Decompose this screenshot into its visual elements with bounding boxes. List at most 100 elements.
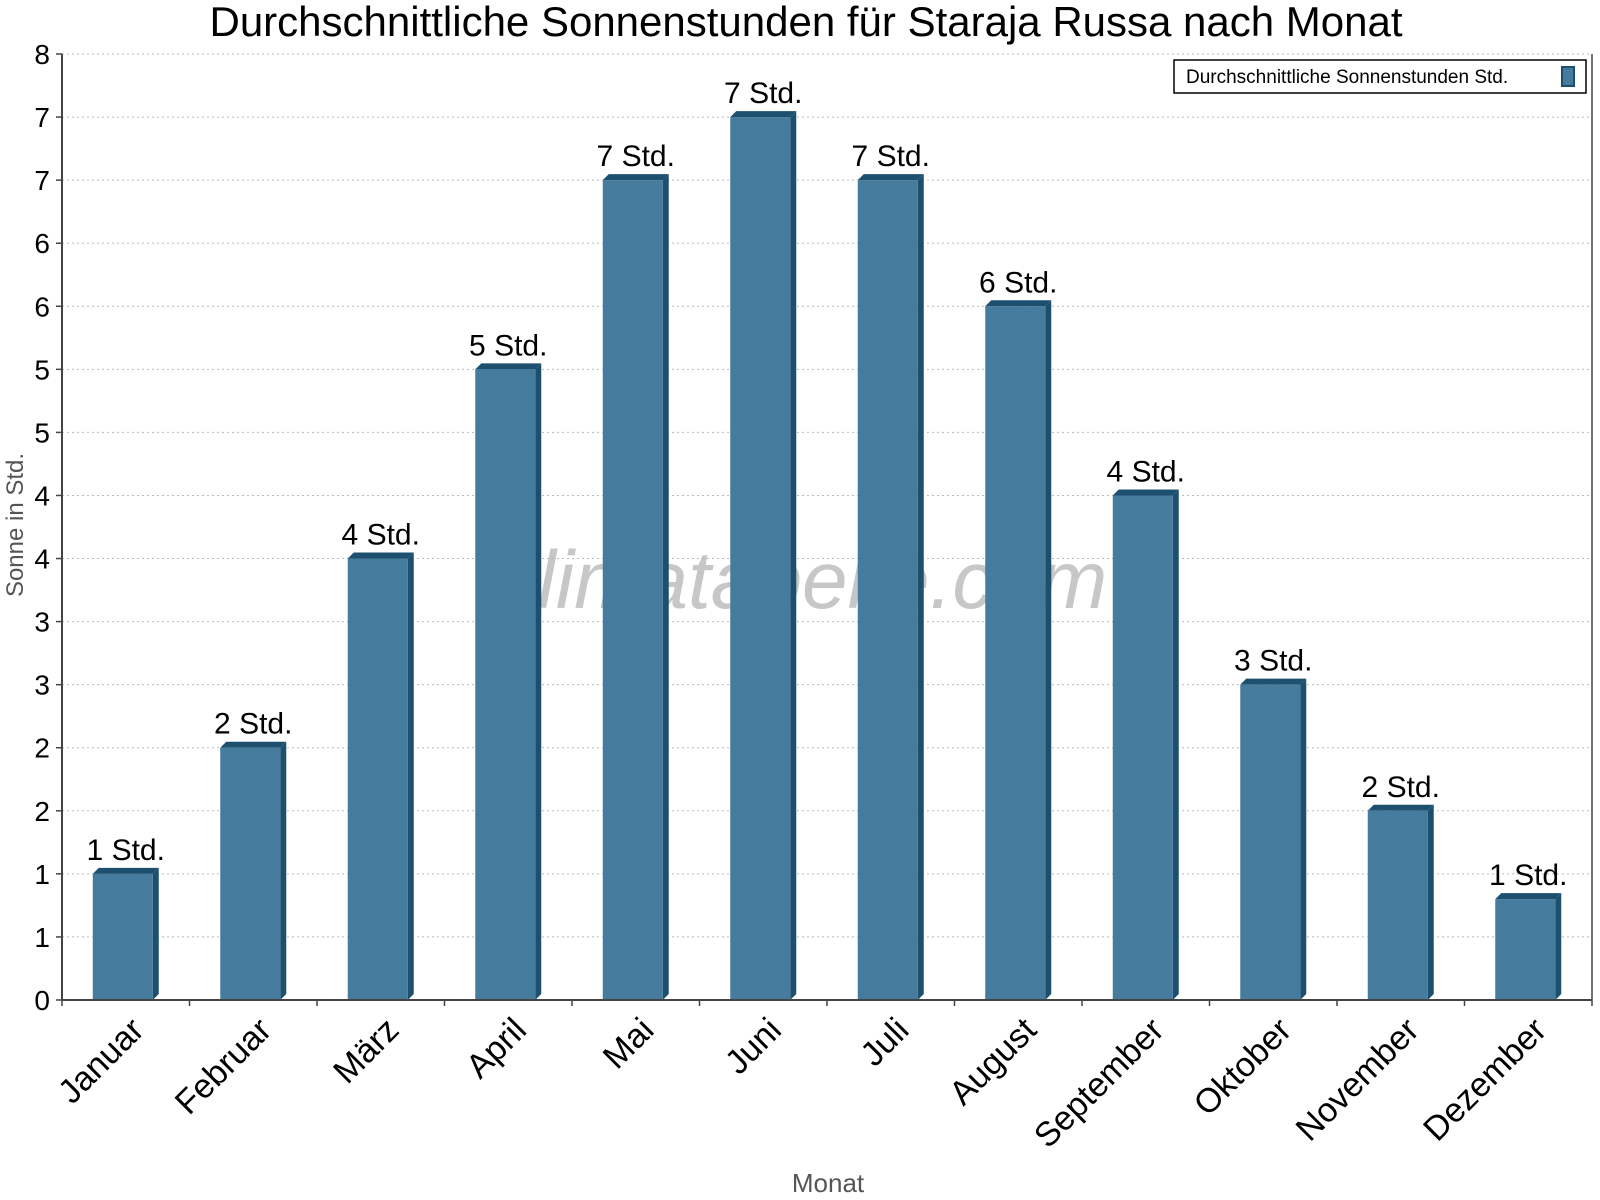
bar-top xyxy=(1367,804,1434,811)
data-label: 7 Std. xyxy=(724,77,802,110)
x-tick-label: März xyxy=(326,1011,406,1091)
x-tick-label: August xyxy=(942,1010,1044,1112)
data-label: 7 Std. xyxy=(852,140,930,173)
y-tick-label: 5 xyxy=(34,417,50,448)
bar-top xyxy=(1112,489,1179,496)
bar-side xyxy=(1427,804,1434,1000)
legend-swatch xyxy=(1561,66,1575,87)
bar[interactable] xyxy=(730,111,797,1001)
x-tick-label: Februar xyxy=(168,1011,279,1122)
legend-box xyxy=(1173,59,1587,94)
bar[interactable] xyxy=(1367,804,1434,1000)
data-label: 4 Std. xyxy=(342,519,420,552)
bar-top xyxy=(1495,893,1562,900)
bar-top xyxy=(985,300,1052,307)
bar-top xyxy=(347,552,414,559)
x-tick-label: Mai xyxy=(596,1011,662,1077)
x-tick-label: Juni xyxy=(718,1011,789,1082)
bar-top xyxy=(602,174,669,181)
bar-side xyxy=(790,111,797,1001)
data-label: 2 Std. xyxy=(214,708,292,741)
y-tick-label: 6 xyxy=(34,228,50,259)
data-label: 3 Std. xyxy=(1234,645,1312,678)
x-tick-label: April xyxy=(459,1011,534,1086)
bar-front xyxy=(985,306,1046,1000)
bar-front xyxy=(92,873,153,1000)
bar[interactable] xyxy=(92,867,159,1000)
x-tick-label: Januar xyxy=(51,1011,151,1111)
y-tick-label: 7 xyxy=(34,165,50,196)
bar-side xyxy=(1172,489,1179,1000)
bar-front xyxy=(220,747,281,1000)
bar[interactable] xyxy=(1495,893,1562,1000)
y-tick-label: 8 xyxy=(34,39,50,70)
data-label: 4 Std. xyxy=(1107,455,1185,488)
bar-front xyxy=(475,369,536,1000)
chart-title: Durchschnittliche Sonnenstunden für Star… xyxy=(209,0,1402,45)
bar-side xyxy=(1555,893,1562,1000)
y-tick-label: 3 xyxy=(34,607,50,638)
bar[interactable] xyxy=(602,174,669,1001)
y-axis-label: Sonne in Std. xyxy=(2,453,29,597)
data-labels: 1 Std. 2 Std. 4 Std. 5 Std. 7 Std. 7 Std. 7 St… xyxy=(87,77,1568,892)
bar[interactable] xyxy=(1112,489,1179,1000)
y-tick-label: 1 xyxy=(34,859,50,890)
bar-side xyxy=(407,552,414,1000)
x-tick-label: Dezember xyxy=(1416,1011,1554,1149)
y-tick-label: 0 xyxy=(34,985,50,1016)
bar-front xyxy=(1112,495,1173,1000)
x-axis-label: Monat xyxy=(792,1168,865,1198)
data-label: 2 Std. xyxy=(1362,771,1440,804)
bar[interactable] xyxy=(985,300,1052,1000)
bar[interactable] xyxy=(220,741,287,1000)
data-label: 5 Std. xyxy=(469,329,547,362)
y-tick-label: 4 xyxy=(34,544,50,575)
bar-top xyxy=(1240,678,1307,685)
data-label: 1 Std. xyxy=(1489,859,1567,892)
x-tick-label: September xyxy=(1027,1011,1171,1155)
bar-top xyxy=(92,867,159,874)
bar-front xyxy=(602,180,663,1001)
y-tick-label: 2 xyxy=(34,796,50,827)
bars xyxy=(92,111,1562,1001)
x-tick-label: Oktober xyxy=(1187,1011,1299,1123)
y-tick-label: 6 xyxy=(34,291,50,322)
data-label: 6 Std. xyxy=(979,266,1057,299)
bar-side xyxy=(662,174,669,1001)
bar[interactable] xyxy=(347,552,414,1000)
data-label: 1 Std. xyxy=(87,834,165,867)
y-tick-label: 7 xyxy=(34,102,50,133)
x-tick-label: November xyxy=(1289,1011,1427,1149)
bar-side xyxy=(917,174,924,1001)
y-tick-label: 1 xyxy=(34,922,50,953)
y-tick-label: 3 xyxy=(34,670,50,701)
bar-top xyxy=(220,741,287,748)
x-tick-label: Juli xyxy=(853,1011,916,1074)
y-tick-label: 5 xyxy=(34,354,50,385)
bar-front xyxy=(1367,810,1428,1000)
bar-side xyxy=(1045,300,1052,1000)
legend-label: Durchschnittliche Sonnenstunden Std. xyxy=(1186,67,1508,88)
bar[interactable] xyxy=(1240,678,1307,1000)
bar-front xyxy=(1495,899,1556,1000)
bar-top xyxy=(730,111,797,118)
grid-lines xyxy=(62,53,1592,938)
bar-side xyxy=(1300,678,1307,1000)
y-tick-label: 2 xyxy=(34,733,50,764)
data-label: 7 Std. xyxy=(597,140,675,173)
bar[interactable] xyxy=(475,363,542,1000)
bar-top xyxy=(475,363,542,370)
bar-top xyxy=(857,174,924,181)
bar-front xyxy=(347,558,408,1000)
bar[interactable] xyxy=(857,174,924,1001)
bar-front xyxy=(1240,684,1301,1000)
bar-front xyxy=(730,117,791,1001)
bar-side xyxy=(280,741,287,1000)
y-tick-label: 4 xyxy=(34,480,50,511)
bar-side xyxy=(152,867,159,1000)
legend[interactable]: Durchschnittliche Sonnenstunden Std. xyxy=(1173,59,1587,94)
bar-front xyxy=(857,180,918,1001)
bar-side xyxy=(535,363,542,1000)
